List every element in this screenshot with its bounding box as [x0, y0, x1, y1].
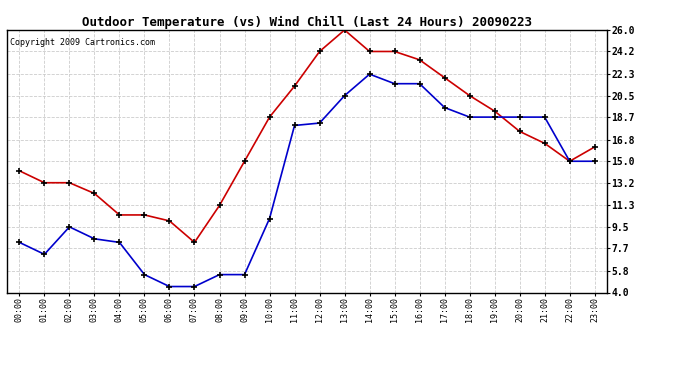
Title: Outdoor Temperature (vs) Wind Chill (Last 24 Hours) 20090223: Outdoor Temperature (vs) Wind Chill (Las… — [82, 16, 532, 29]
Text: Copyright 2009 Cartronics.com: Copyright 2009 Cartronics.com — [10, 38, 155, 47]
